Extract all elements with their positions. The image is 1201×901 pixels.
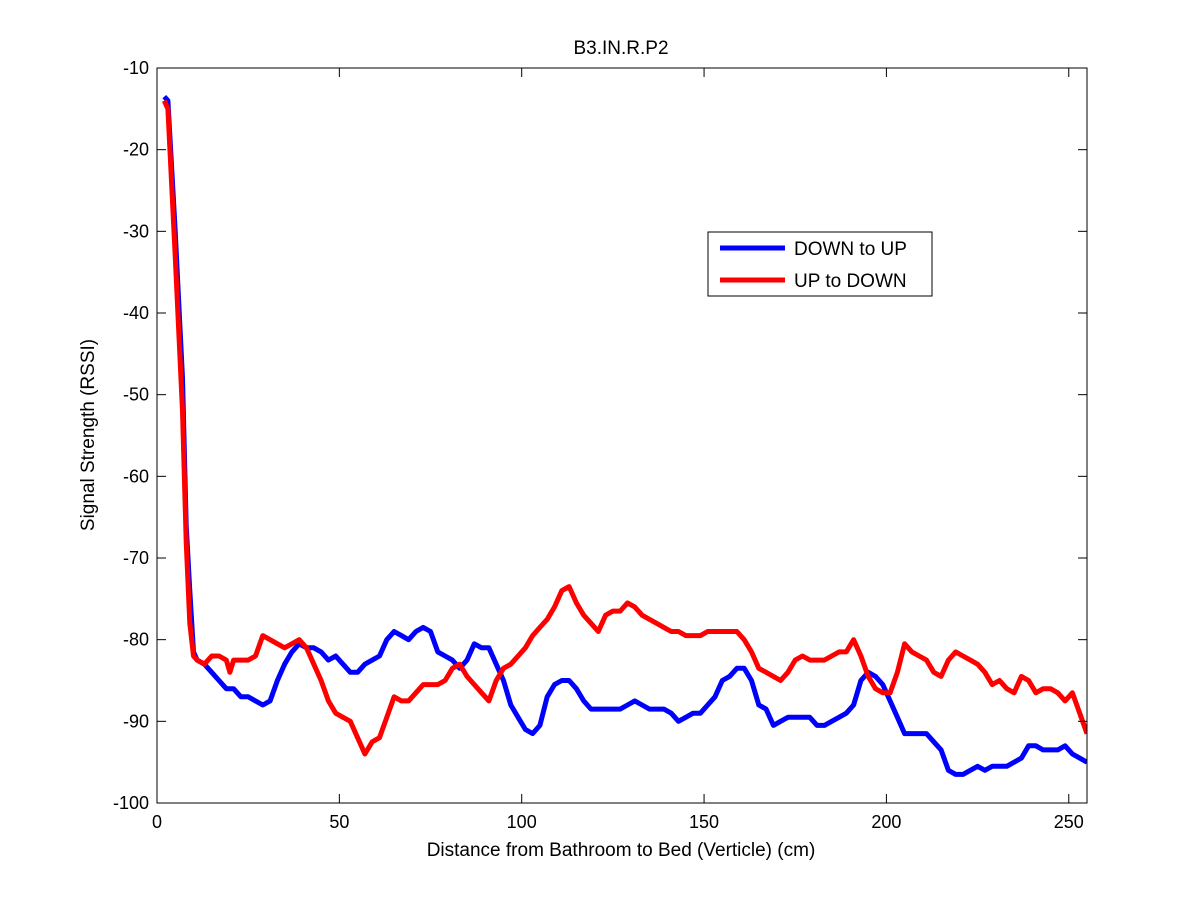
x-tick-label: 0 — [152, 812, 162, 832]
y-tick-label: -10 — [123, 58, 149, 78]
chart-title: B3.IN.R.P2 — [573, 38, 668, 59]
y-tick-label: -70 — [123, 548, 149, 568]
x-axis-label: Distance from Bathroom to Bed (Verticle)… — [427, 840, 816, 861]
y-axis-label: Signal Strength (RSSI) — [78, 339, 99, 531]
x-tick-label: 200 — [871, 812, 901, 832]
axis-ticks: 0 50 100 150 200 250 -100 -90 -80 -70 -60 -50 -40 -30… — [113, 58, 1087, 832]
y-tick-label: -30 — [123, 221, 149, 241]
x-tick-label: 50 — [329, 812, 349, 832]
y-tick-label: -80 — [123, 630, 149, 650]
legend-box — [707, 231, 933, 297]
y-tick-label: -60 — [123, 466, 149, 486]
x-tick-label: 150 — [689, 812, 719, 832]
y-tick-label: -50 — [123, 385, 149, 405]
x-tick-label: 250 — [1054, 812, 1084, 832]
y-tick-label: -90 — [123, 711, 149, 731]
x-tick-label: 100 — [507, 812, 537, 832]
y-tick-label: -40 — [123, 303, 149, 323]
legend-label-up-to-down: UP to DOWN — [794, 271, 907, 292]
y-tick-label: -20 — [123, 140, 149, 160]
plot-area-frame — [156, 67, 1088, 804]
legend-label-down-to-up: DOWN to UP — [794, 239, 907, 260]
y-tick-label: -100 — [113, 793, 149, 813]
series-line-down-to-up — [162, 94, 1087, 777]
series-line-up-to-down — [162, 99, 1087, 757]
series-layer — [162, 94, 1087, 777]
legend: DOWN to UP UP to DOWN — [707, 231, 933, 297]
